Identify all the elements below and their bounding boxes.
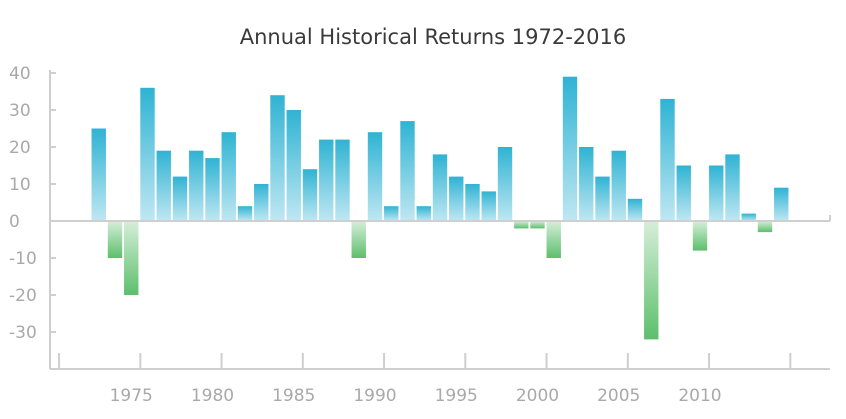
- x-axis: 1975 1980 1985 1990 1995 2000 2005 2010: [110, 386, 722, 406]
- bar-2009: [676, 165, 691, 221]
- bar-2008: [660, 98, 675, 221]
- bar-2001: [546, 221, 561, 258]
- bar-1991: [384, 206, 399, 221]
- bar-1988: [335, 139, 350, 221]
- bar-1992: [400, 121, 415, 221]
- bar-2000: [530, 221, 545, 229]
- y-tick-label: -20: [9, 286, 37, 306]
- bar-2015: [774, 187, 789, 221]
- y-tick-label: 20: [9, 138, 31, 158]
- bar-1980: [205, 158, 220, 221]
- x-tick-label: 1990: [353, 386, 396, 406]
- bar-1983: [254, 184, 269, 221]
- bar-1986: [302, 169, 318, 221]
- bar-1997: [481, 191, 496, 221]
- bar-2005: [611, 150, 626, 221]
- bar-1977: [156, 150, 171, 221]
- bar-1985: [286, 110, 301, 221]
- y-tick-label: -30: [9, 323, 37, 343]
- y-tick-label: -10: [9, 249, 37, 269]
- y-tick-label: 40: [9, 64, 31, 84]
- bar-2004: [595, 176, 610, 221]
- bar-1978: [172, 176, 188, 221]
- bar-1981: [221, 132, 236, 221]
- bar-1990: [367, 132, 383, 221]
- bar-1973: [91, 128, 106, 221]
- bar-1984: [270, 95, 285, 221]
- bar-2003: [579, 147, 594, 221]
- bar-1995: [449, 176, 464, 221]
- x-tick-label: 1975: [110, 386, 153, 406]
- bar-2011: [709, 165, 724, 221]
- bar-1996: [465, 184, 480, 221]
- y-tick-label: 10: [9, 175, 31, 195]
- chart-title: Annual Historical Returns 1972-2016: [240, 25, 626, 49]
- bar-1979: [189, 150, 204, 221]
- x-tick-label: 1980: [191, 386, 234, 406]
- x-tick-label: 2005: [597, 386, 640, 406]
- bar-1975: [124, 221, 139, 295]
- x-tick-label: 2000: [516, 386, 559, 406]
- bar-1982: [237, 206, 253, 221]
- bar-2012: [725, 154, 740, 221]
- bar-2010: [692, 221, 708, 251]
- bar-1999: [514, 221, 529, 229]
- bar-1987: [319, 139, 334, 221]
- bar-1993: [416, 206, 431, 221]
- bar-1998: [497, 147, 513, 221]
- bar-2013: [741, 213, 756, 221]
- bar-1976: [140, 87, 155, 221]
- bars: [91, 76, 789, 340]
- bar-1974: [107, 221, 123, 258]
- y-axis: 40 30 20 10 0 -10 -20 -30: [9, 64, 37, 343]
- bar-2006: [627, 198, 643, 221]
- x-tick-label: 1995: [435, 386, 478, 406]
- y-tick-label: 0: [9, 212, 20, 232]
- x-tick-label: 1985: [272, 386, 315, 406]
- bar-1994: [432, 154, 448, 221]
- bar-2007: [644, 221, 659, 340]
- y-tick-label: 30: [9, 101, 31, 121]
- bar-2002: [562, 76, 578, 221]
- bar-2014: [757, 221, 773, 233]
- bar-1989: [351, 221, 366, 258]
- axes: [49, 70, 831, 370]
- x-tick-label: 2010: [678, 386, 721, 406]
